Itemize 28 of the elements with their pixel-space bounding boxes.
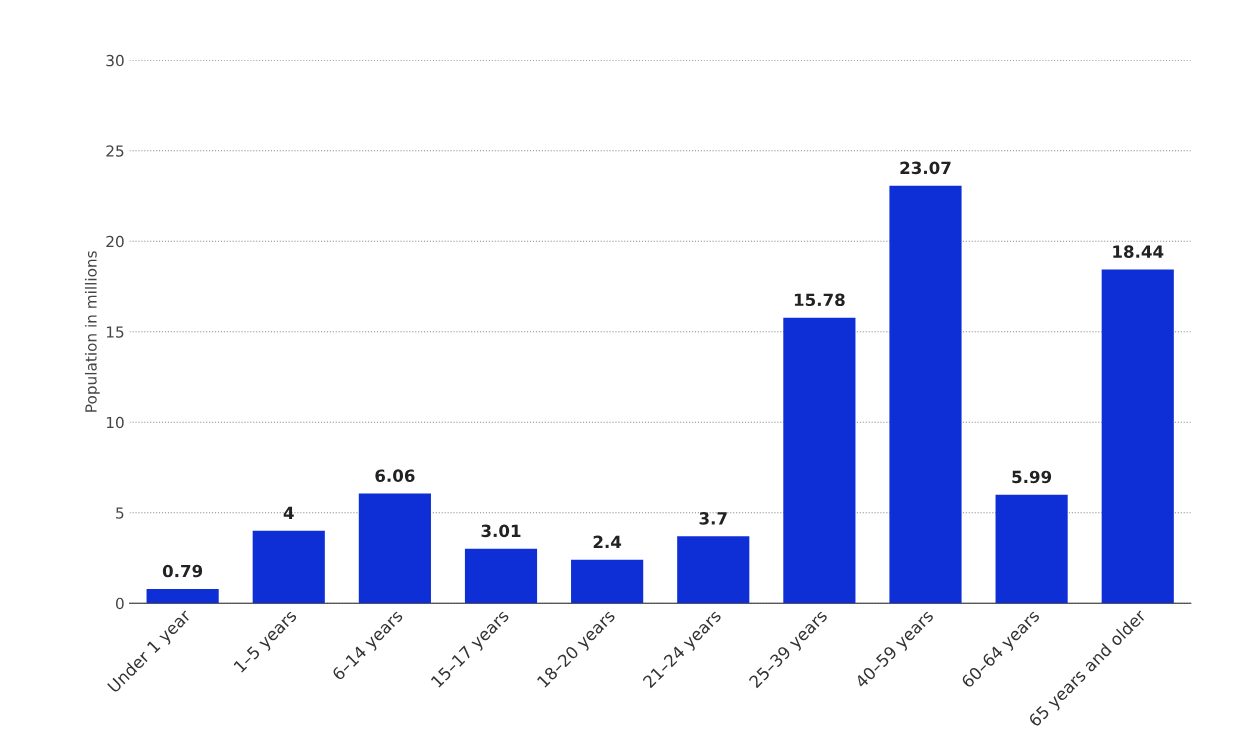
bar <box>571 559 644 604</box>
data-label: 18.44 <box>1113 245 1164 258</box>
y-tick-label: 5 <box>116 507 124 519</box>
bar <box>783 317 856 604</box>
y-tick-label: 30 <box>106 54 124 67</box>
data-label: 5.99 <box>1012 470 1052 484</box>
data-label: 3.01 <box>481 524 521 538</box>
data-label: 15.78 <box>794 293 845 307</box>
y-tick-label: 20 <box>106 235 124 248</box>
bar <box>252 530 325 604</box>
y-tick-label: 15 <box>106 326 124 338</box>
y-tick-label: 10 <box>106 416 124 429</box>
data-label: 3.7 <box>699 512 727 525</box>
data-label: 23.07 <box>900 161 951 175</box>
bar <box>146 588 219 604</box>
bar <box>995 494 1068 604</box>
y-tick-label: 0 <box>116 597 124 610</box>
y-axis-title: Population in millions <box>84 251 100 412</box>
data-label: 6.06 <box>375 469 415 482</box>
bar <box>889 185 962 604</box>
data-label: 0.79 <box>162 564 203 578</box>
bar <box>358 493 431 604</box>
bar <box>1101 269 1174 604</box>
bar <box>464 548 538 604</box>
bar <box>677 536 750 604</box>
data-label: 4 <box>283 506 294 520</box>
data-label: 2.4 <box>593 535 622 548</box>
y-tick-label: 25 <box>106 145 124 157</box>
